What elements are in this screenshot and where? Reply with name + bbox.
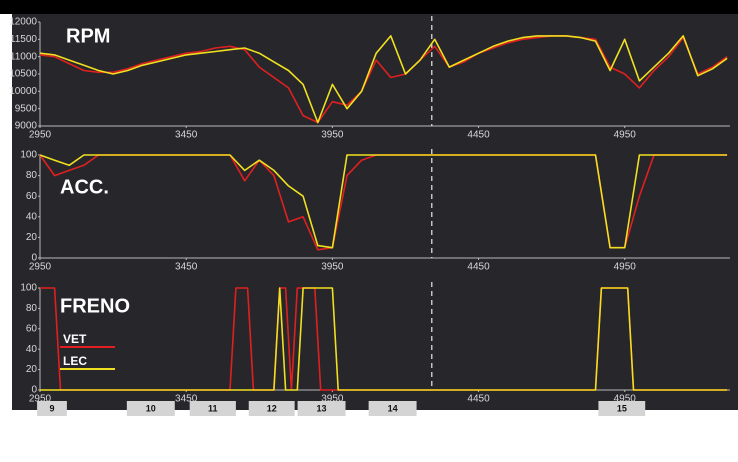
x-tick-label: 3950	[321, 130, 344, 141]
y-tick-label: 9500	[15, 103, 38, 114]
legend-label: VET	[63, 332, 87, 346]
y-tick-label: 11000	[10, 51, 38, 62]
y-tick-label: 9000	[15, 121, 38, 132]
x-tick-label: 3450	[175, 130, 198, 141]
x-tick-label: 2950	[29, 130, 52, 141]
panel-title: RPM	[66, 25, 110, 47]
sector-box	[297, 401, 346, 416]
x-tick-label: 4450	[467, 262, 490, 273]
y-tick-label: 60	[26, 323, 38, 334]
sector-label: 14	[388, 403, 398, 413]
y-tick-label: 20	[26, 232, 38, 243]
legend-label: LEC	[63, 354, 87, 368]
y-tick-label: 10000	[9, 86, 37, 97]
sector-box	[189, 401, 236, 416]
x-tick-label: 3450	[175, 262, 198, 273]
y-tick-label: 11500	[10, 34, 38, 45]
sector-label: 10	[146, 403, 156, 413]
x-tick-label: 2950	[29, 262, 52, 273]
x-tick-label: 4950	[614, 130, 637, 141]
x-tick-label: 4950	[614, 394, 637, 405]
y-tick-label: 80	[26, 303, 38, 314]
series-line	[39, 35, 728, 124]
sector-box	[368, 401, 417, 416]
x-tick-label: 3950	[321, 262, 344, 273]
y-tick-label: 100	[20, 283, 37, 294]
y-tick-label: 12000	[9, 17, 37, 28]
y-tick-label: 60	[26, 191, 38, 202]
panel-title: FRENO	[60, 295, 130, 317]
y-tick-label: 40	[26, 211, 38, 222]
y-tick-label: 80	[26, 170, 38, 181]
sector-box	[126, 401, 175, 416]
series-line	[39, 35, 728, 124]
sector-label: 11	[208, 403, 218, 413]
y-tick-label: 40	[26, 344, 38, 355]
y-tick-label: 10500	[9, 69, 37, 80]
panel-title: ACC.	[60, 176, 109, 198]
series-line	[40, 287, 728, 391]
x-tick-label: 3950	[321, 394, 344, 405]
x-tick-label: 4950	[614, 262, 637, 273]
panel-background	[12, 14, 738, 410]
x-tick-label: 4450	[467, 130, 490, 141]
x-tick-label: 3450	[175, 394, 198, 405]
series-line	[39, 154, 728, 249]
sector-box	[248, 401, 295, 416]
y-tick-label: 100	[20, 150, 37, 161]
sector-label: 12	[267, 403, 277, 413]
x-tick-label: 2950	[29, 394, 52, 405]
y-tick-label: 20	[26, 364, 38, 375]
y-tick-label: 0	[31, 253, 37, 264]
sector-box	[598, 401, 646, 416]
y-tick-label: 0	[31, 385, 37, 396]
sector-label: 15	[617, 403, 627, 413]
x-tick-label: 4450	[467, 394, 490, 405]
top-band	[0, 0, 738, 14]
sector-label: 13	[317, 403, 327, 413]
sector-box	[37, 401, 67, 416]
sector-label: 9	[49, 403, 54, 413]
